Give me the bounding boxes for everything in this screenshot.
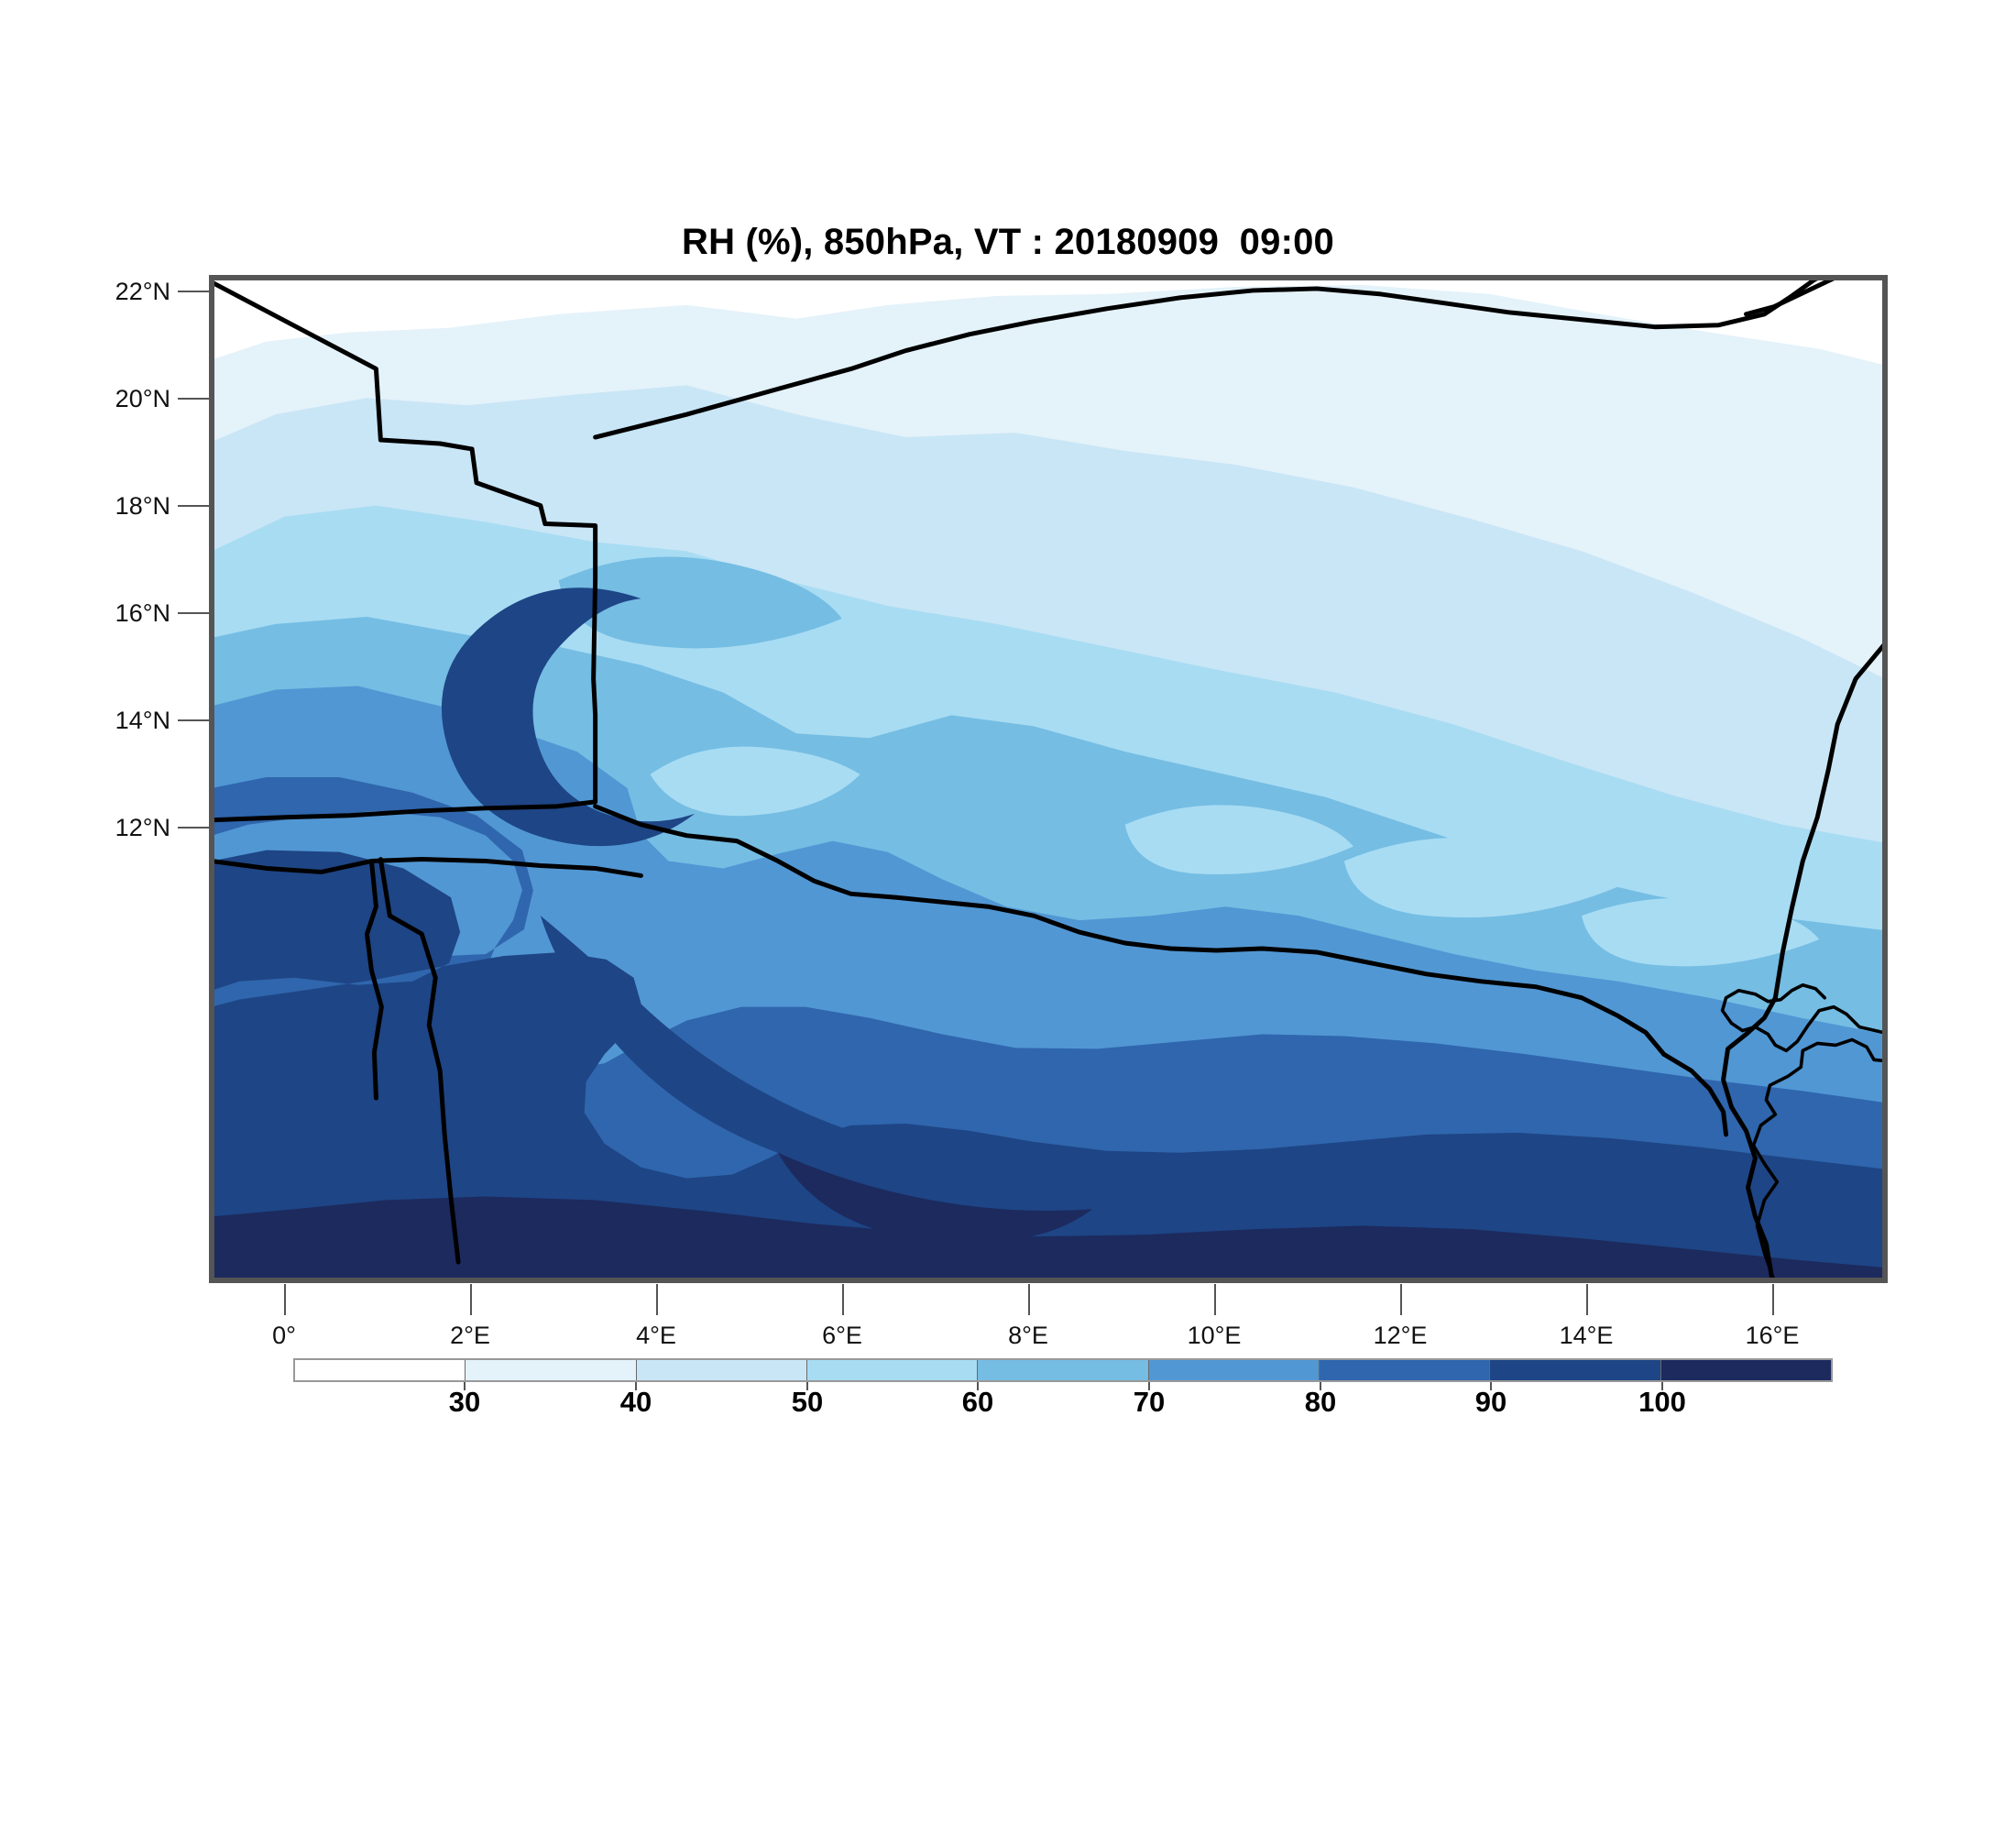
- y-tick-22N: [178, 291, 209, 292]
- colorbar-label-30: 30: [448, 1386, 481, 1418]
- rh-contour-map: [212, 278, 1885, 1280]
- colorbar-label-40: 40: [619, 1386, 652, 1418]
- y-ticklabel-18N: 18°N: [115, 492, 170, 520]
- colorbar-label-60: 60: [961, 1386, 994, 1418]
- colorbar-tick-50: [806, 1382, 808, 1390]
- colorbar[interactable]: [293, 1358, 1833, 1382]
- colorbar-band-5: [1148, 1360, 1320, 1380]
- x-ticklabel-14E: 14°E: [1559, 1322, 1614, 1349]
- x-ticklabel-8E: 8°E: [1008, 1322, 1048, 1349]
- colorbar-tick-100: [1661, 1382, 1663, 1390]
- x-ticklabel-4E: 4°E: [636, 1322, 676, 1349]
- colorbar-band-7: [1490, 1360, 1661, 1380]
- x-tick-6E: [842, 1284, 844, 1315]
- x-tick-14E: [1586, 1284, 1588, 1315]
- page-title: RH (%), 850hPa, VT : 20180909 09:00: [681, 222, 1334, 262]
- y-tick-12N: [178, 827, 209, 829]
- x-ticklabel-0: 0°: [272, 1322, 296, 1349]
- y-tick-14N: [178, 719, 209, 721]
- x-tick-16E: [1772, 1284, 1774, 1315]
- colorbar-band-3: [806, 1360, 979, 1380]
- y-tick-16N: [178, 612, 209, 614]
- x-tick-0: [284, 1284, 286, 1315]
- map-plot-area: [209, 275, 1888, 1283]
- y-ticklabel-22N: 22°N: [115, 278, 170, 305]
- y-ticklabel-12N: 12°N: [115, 814, 170, 841]
- colorbar-band-8: [1660, 1360, 1831, 1380]
- x-tick-12E: [1400, 1284, 1402, 1315]
- colorbar-label-80: 80: [1304, 1386, 1337, 1418]
- country-borders-layer: [212, 278, 1885, 1280]
- contour-fill-layer: [212, 278, 1885, 1280]
- x-ticklabel-10E: 10°E: [1187, 1322, 1242, 1349]
- colorbar-band-2: [636, 1360, 807, 1380]
- x-tick-10E: [1214, 1284, 1216, 1315]
- colorbar-label-50: 50: [791, 1386, 824, 1418]
- x-ticklabel-6E: 6°E: [822, 1322, 862, 1349]
- colorbar-label-100: 100: [1638, 1386, 1686, 1418]
- colorbar-tick-80: [1320, 1382, 1321, 1390]
- colorbar-band-4: [978, 1360, 1149, 1380]
- y-tick-18N: [178, 505, 209, 507]
- x-ticklabel-12E: 12°E: [1373, 1322, 1428, 1349]
- colorbar-tick-70: [1148, 1382, 1150, 1390]
- colorbar-label-70: 70: [1133, 1386, 1166, 1418]
- colorbar-tick-60: [977, 1382, 979, 1390]
- y-ticklabel-14N: 14°N: [115, 707, 170, 734]
- y-tick-20N: [178, 398, 209, 400]
- colorbar-tick-90: [1490, 1382, 1492, 1390]
- colorbar-band-1: [466, 1360, 637, 1380]
- y-ticklabel-20N: 20°N: [115, 385, 170, 412]
- x-tick-4E: [656, 1284, 658, 1315]
- x-ticklabel-2E: 2°E: [450, 1322, 490, 1349]
- colorbar-tick-40: [635, 1382, 637, 1390]
- colorbar-label-90: 90: [1474, 1386, 1507, 1418]
- y-ticklabel-16N: 16°N: [115, 599, 170, 627]
- colorbar-tick-30: [464, 1382, 466, 1390]
- colorbar-band-0: [295, 1360, 466, 1380]
- x-tick-2E: [470, 1284, 472, 1315]
- x-tick-8E: [1028, 1284, 1030, 1315]
- colorbar-band-6: [1319, 1360, 1491, 1380]
- x-ticklabel-16E: 16°E: [1745, 1322, 1800, 1349]
